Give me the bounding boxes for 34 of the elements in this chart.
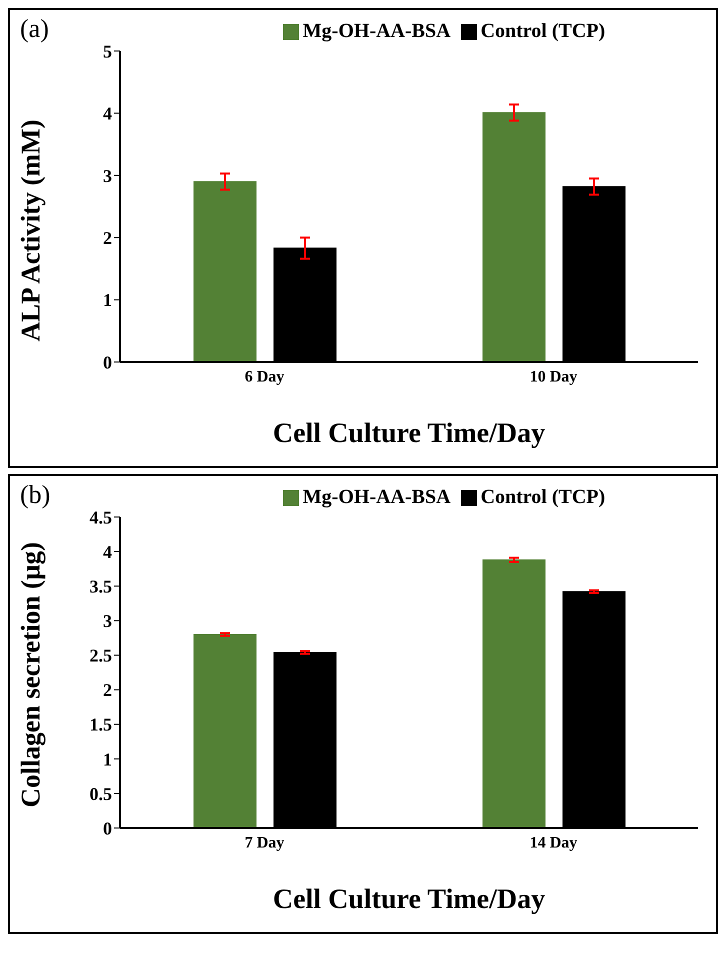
x-tick-label: 7 Day — [244, 834, 284, 852]
bar — [194, 634, 256, 828]
y-tick-label: 4.5 — [90, 507, 112, 528]
bar — [482, 112, 546, 362]
legend-label: Control (TCP) — [480, 486, 606, 508]
y-tick-label: 4 — [103, 104, 112, 124]
y-tick-label: 1 — [103, 749, 112, 770]
y-tick-label: 2 — [103, 680, 112, 700]
bar — [194, 181, 256, 362]
y-tick-label: 5 — [103, 41, 112, 62]
bar — [482, 559, 546, 828]
x-axis-title: Cell Culture Time/Day — [272, 884, 546, 915]
y-tick-label: 0.5 — [90, 784, 112, 804]
y-tick-label: 2 — [103, 228, 112, 248]
legend-label: Mg-OH-AA-BSA — [302, 20, 451, 42]
y-tick-label: 1 — [103, 290, 112, 310]
y-axis-title: Collagen secretion (µg) — [16, 542, 46, 808]
y-tick-label: 3.5 — [90, 576, 112, 596]
y-tick-label: 2.5 — [90, 646, 112, 666]
y-tick-label: 3 — [103, 611, 112, 632]
y-tick-label: 1.5 — [90, 714, 112, 735]
chart-title: (b) — [20, 480, 50, 510]
x-axis-title: Cell Culture Time/Day — [272, 418, 546, 449]
y-tick-label: 0 — [103, 352, 112, 372]
x-tick-label: 10 Day — [530, 368, 578, 386]
x-tick-label: 14 Day — [530, 834, 578, 852]
chart-title: (a) — [20, 14, 49, 44]
y-tick-label: 3 — [103, 166, 112, 186]
y-axis-title: ALP Activity (mM) — [16, 120, 46, 342]
y-tick-label: 4 — [103, 542, 112, 562]
legend-label: Mg-OH-AA-BSA — [302, 486, 451, 508]
x-tick-label: 6 Day — [244, 368, 284, 386]
legend-label: Control (TCP) — [480, 20, 606, 42]
y-tick-label: 0 — [103, 818, 112, 838]
